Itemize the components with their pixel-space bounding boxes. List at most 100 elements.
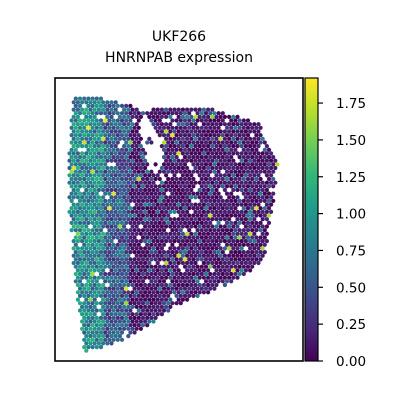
spot <box>220 111 225 116</box>
spot <box>119 286 125 291</box>
spot <box>262 250 267 255</box>
spot <box>119 242 125 247</box>
spot <box>117 282 122 288</box>
spot <box>109 275 114 280</box>
spot <box>90 330 95 335</box>
spot <box>203 242 209 247</box>
spot <box>86 308 91 313</box>
spot <box>122 319 127 324</box>
spot <box>187 118 192 123</box>
spot <box>82 140 87 145</box>
spot <box>94 286 99 291</box>
spot <box>258 206 263 211</box>
spot <box>82 96 87 101</box>
spot <box>140 315 146 320</box>
spot <box>132 257 137 262</box>
spot <box>214 114 219 119</box>
spot <box>224 279 230 284</box>
spot <box>231 114 236 119</box>
spot <box>92 195 97 200</box>
spot <box>250 155 255 160</box>
spot <box>107 257 112 262</box>
spot <box>128 301 133 306</box>
spot <box>134 260 139 266</box>
spot <box>250 125 255 130</box>
spot <box>151 268 156 273</box>
spot <box>233 242 238 247</box>
spot <box>98 286 104 291</box>
spot <box>84 187 89 193</box>
spot <box>75 268 80 273</box>
spot <box>124 198 129 203</box>
spot <box>126 275 131 280</box>
spot <box>166 293 171 298</box>
spot <box>130 304 135 309</box>
spot <box>243 202 248 207</box>
spot <box>182 147 188 152</box>
spot <box>153 250 158 255</box>
spot <box>71 187 76 193</box>
spot <box>237 257 242 262</box>
spot <box>132 176 137 182</box>
spot <box>256 253 261 258</box>
spot <box>88 282 93 288</box>
spot <box>161 162 167 167</box>
spot <box>166 264 171 269</box>
spot <box>174 198 179 203</box>
spot <box>185 173 190 178</box>
spot <box>210 224 215 229</box>
spot <box>149 301 154 306</box>
spot <box>260 151 265 156</box>
spot <box>115 293 120 298</box>
spot <box>90 133 95 138</box>
spot <box>119 133 125 138</box>
spot <box>197 136 202 141</box>
spot <box>191 257 196 262</box>
spot <box>222 151 227 156</box>
spot <box>203 133 209 138</box>
spot <box>107 250 112 255</box>
spot <box>136 279 141 284</box>
spot <box>224 184 230 189</box>
spot <box>111 133 116 138</box>
spot <box>122 246 127 251</box>
spot <box>235 239 240 244</box>
spot <box>122 122 127 127</box>
spot <box>82 345 87 350</box>
spot <box>84 107 89 112</box>
spot <box>239 173 244 178</box>
spot <box>145 293 150 298</box>
spot <box>258 242 263 247</box>
spot <box>237 184 242 189</box>
spot <box>193 275 198 280</box>
spot <box>185 114 190 119</box>
spot <box>107 213 112 218</box>
spot <box>189 107 194 112</box>
spot <box>103 264 108 269</box>
spot <box>138 195 143 200</box>
spot <box>187 250 192 255</box>
spot <box>231 209 236 214</box>
spot <box>134 136 139 141</box>
spot <box>168 246 173 251</box>
spot <box>203 235 209 240</box>
spot <box>159 297 164 302</box>
spot <box>208 250 213 255</box>
spot <box>111 286 116 291</box>
spot <box>82 323 87 328</box>
spot <box>201 195 206 200</box>
spot <box>109 312 114 317</box>
spot <box>170 169 175 174</box>
spot <box>77 191 83 196</box>
spot <box>113 334 118 339</box>
spot <box>193 129 198 134</box>
spot <box>210 114 215 119</box>
spot <box>185 144 190 149</box>
spot <box>235 114 240 119</box>
spot <box>149 279 154 284</box>
spot <box>145 257 150 262</box>
spot <box>134 187 139 193</box>
spot <box>189 195 194 200</box>
spot <box>122 297 127 302</box>
spot <box>195 213 200 218</box>
